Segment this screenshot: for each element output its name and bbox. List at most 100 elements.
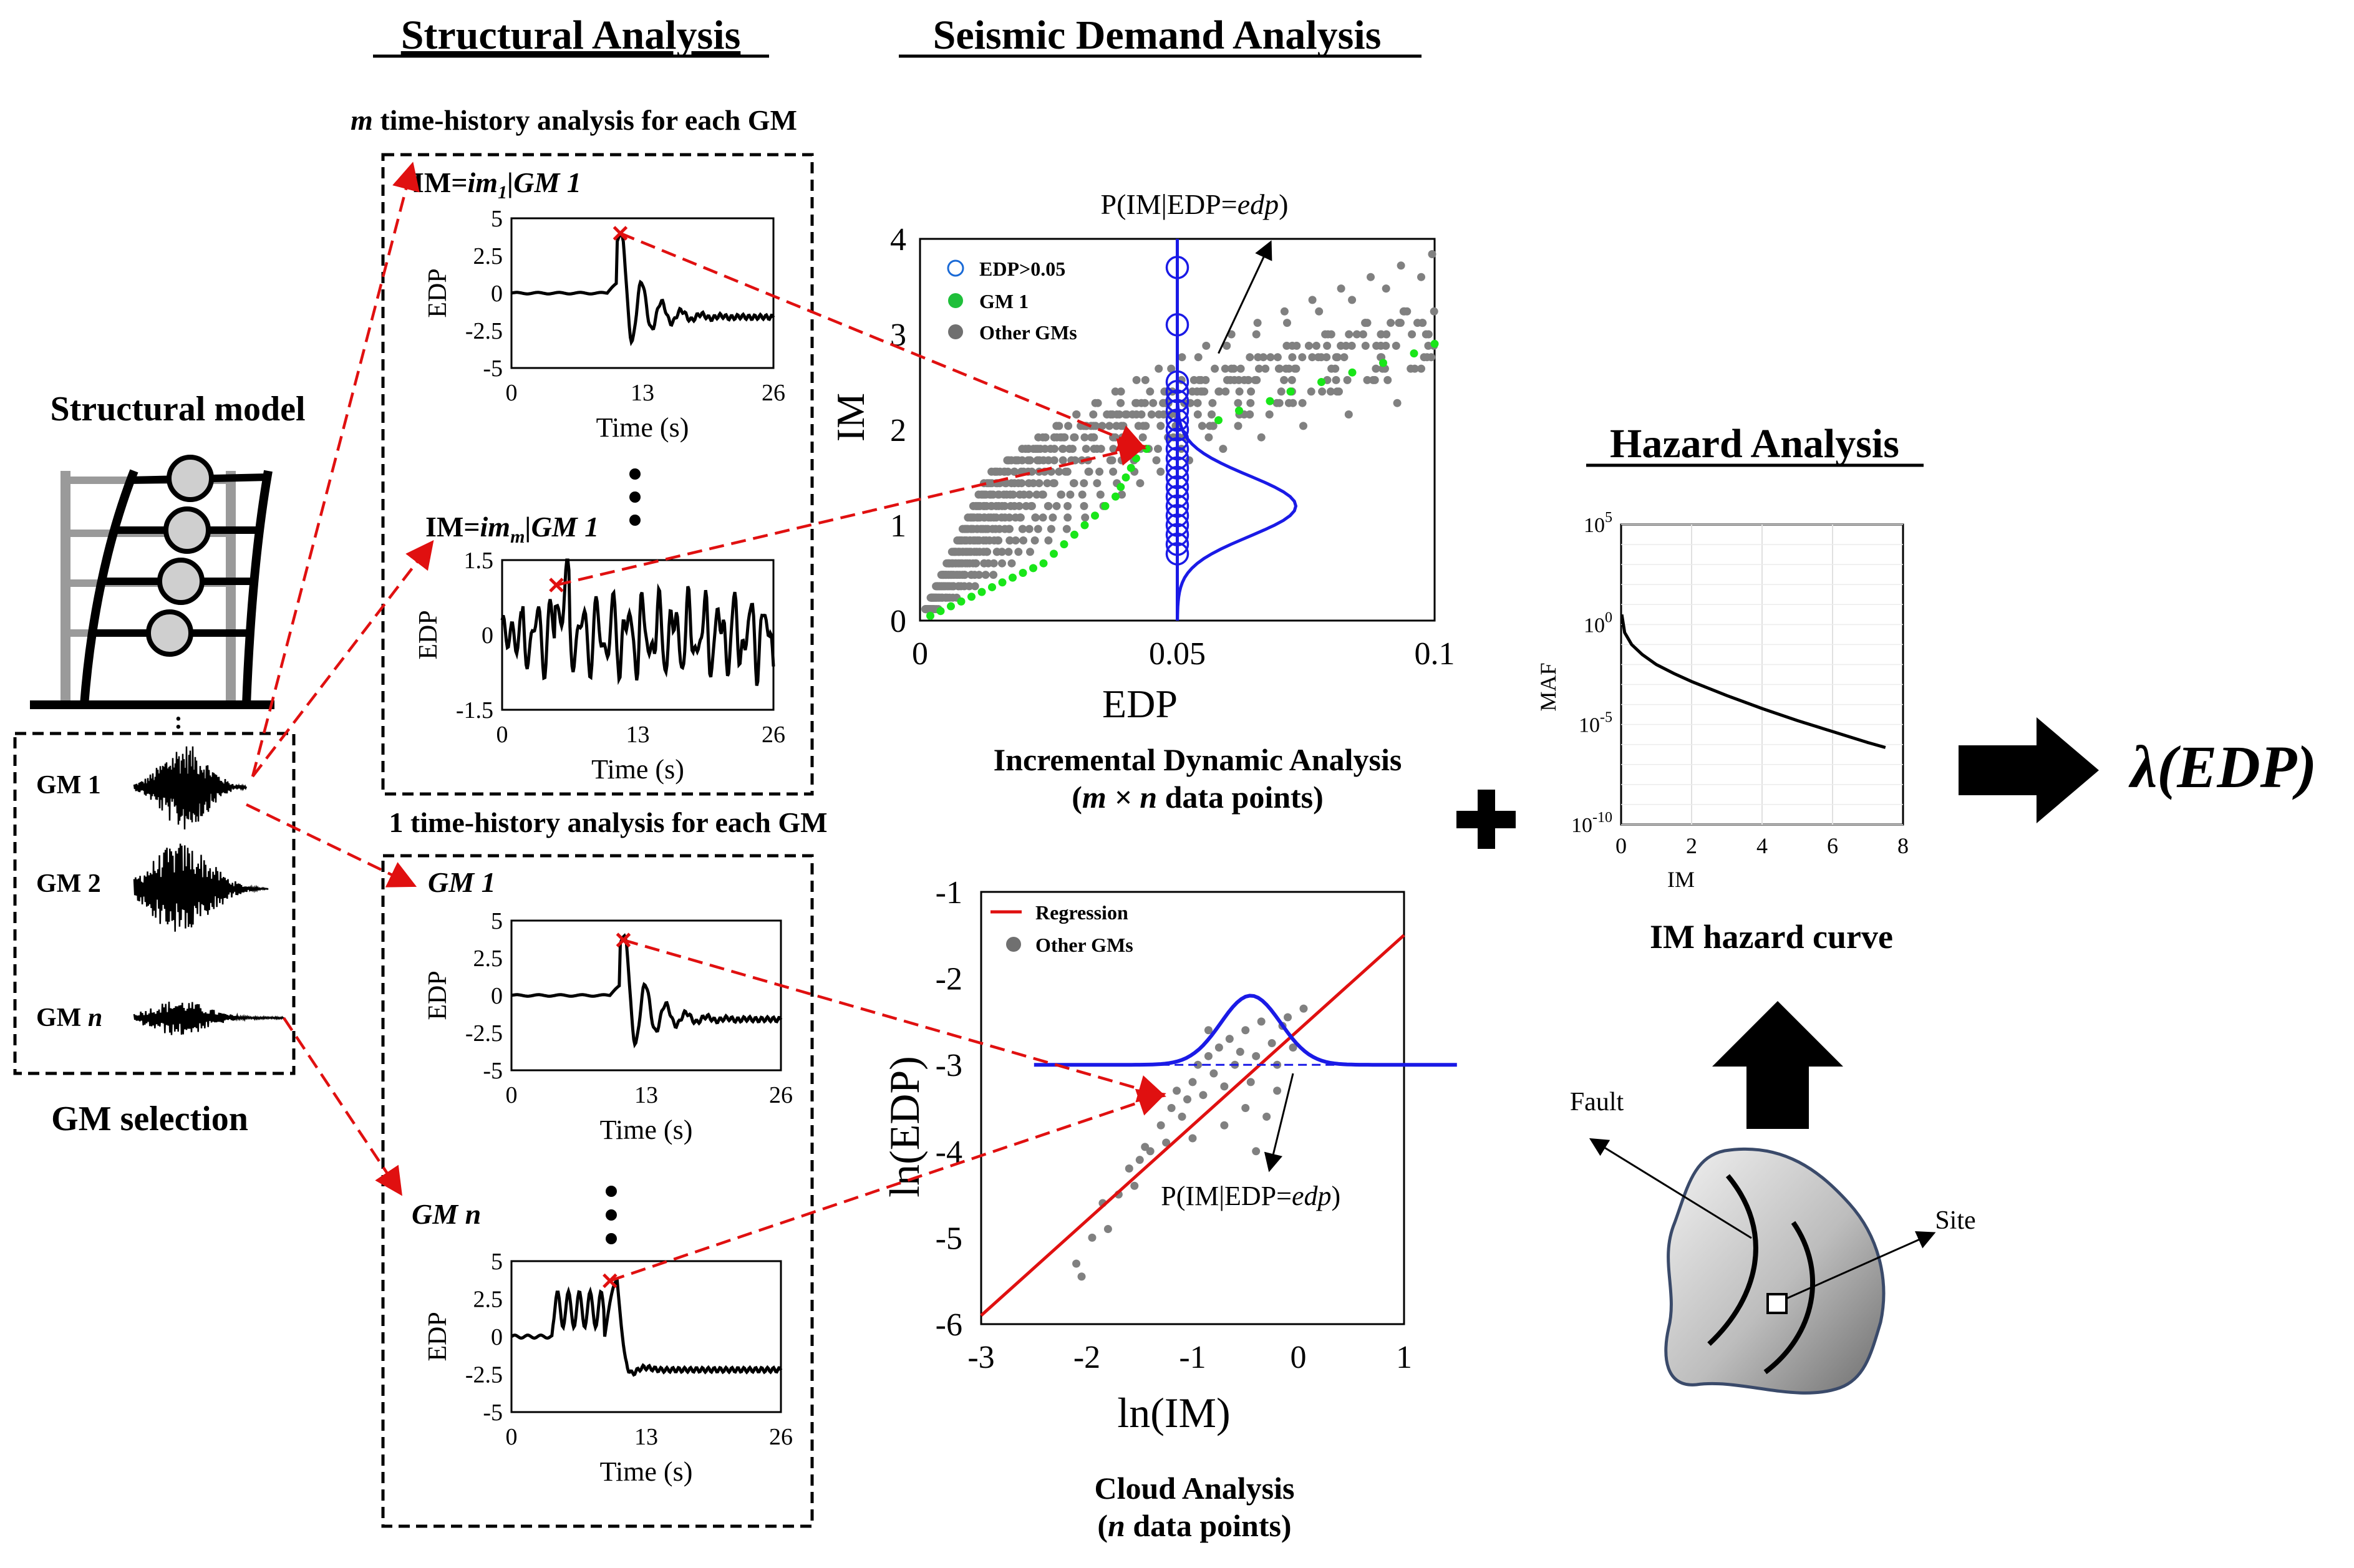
ida-point-other <box>1070 479 1078 488</box>
ida-point-other <box>1200 387 1209 396</box>
ida-point-other <box>1055 467 1063 476</box>
arrow-gm1-to-im1 <box>251 162 420 777</box>
cloud-xtick: -1 <box>1179 1340 1206 1375</box>
th-imm-xtick: 13 <box>626 722 650 748</box>
ida-point-other <box>1275 399 1284 407</box>
frame-dots: : <box>174 706 182 734</box>
cloud-point <box>1183 1095 1192 1104</box>
th-im1-ytick: -5 <box>483 356 503 382</box>
ida-point-other <box>1188 387 1197 396</box>
ida-point-gm1 <box>1121 473 1130 482</box>
ida-point-other <box>1050 433 1058 442</box>
ida-point-other <box>1194 353 1203 362</box>
ida-point-other <box>1004 548 1013 556</box>
th-gm1-series <box>511 933 783 1048</box>
floor-mass-3 <box>157 558 205 605</box>
cloud-point <box>1125 1164 1133 1173</box>
top-vertical-ellipsis <box>629 468 641 526</box>
ida-point-other <box>1049 479 1058 488</box>
ida-legend-marker-exceed <box>947 259 964 277</box>
top-label-1-a: IM= <box>413 167 468 198</box>
ida-point-other <box>1136 479 1145 488</box>
ida-point-gm1 <box>1116 483 1125 491</box>
ida-point-other <box>1323 341 1332 350</box>
ida-point-other <box>1050 456 1058 465</box>
ida-point-other <box>1057 490 1065 499</box>
ida-subtitle-open: ( <box>1072 780 1082 815</box>
ida-point-other <box>926 593 935 602</box>
ida-point-other <box>1014 548 1023 556</box>
ida-point-other <box>1392 341 1400 350</box>
ida-ytick: 1 <box>890 508 906 544</box>
ida-point-other <box>1221 387 1230 396</box>
fault-line-1 <box>1707 1174 1758 1346</box>
ida-point-other <box>1280 375 1289 384</box>
ida-point-other <box>1080 433 1089 442</box>
cloud-xlabel: ln(IM) <box>1117 1389 1230 1436</box>
ida-point-other <box>1082 445 1090 453</box>
cloud-point <box>1209 1069 1218 1078</box>
hazard-xtick: 0 <box>1615 833 1627 858</box>
ida-point-other <box>1039 513 1047 522</box>
hazard-ytick-exp: -5 <box>1600 710 1612 726</box>
ida-point-other <box>1327 364 1336 373</box>
top-caption-var: m <box>351 104 373 136</box>
ida-point-other <box>1019 525 1027 533</box>
ida-point-gm1 <box>1070 530 1078 539</box>
ida-point-other <box>1093 399 1102 407</box>
cloud-point <box>1241 1104 1250 1112</box>
plus-vertical <box>1478 790 1495 849</box>
gmn-waveform <box>133 1001 284 1035</box>
ida-point-other <box>1417 273 1425 281</box>
th-gm1-ytick: -5 <box>483 1058 503 1084</box>
ida-title: Incremental Dynamic Analysis <box>994 742 1402 777</box>
ida-point-edp-exceed <box>1165 465 1189 490</box>
cloud-ylabel: ln(EDP) <box>881 1056 928 1198</box>
result-label: λ(EDP) <box>2128 733 2317 800</box>
ida-point-gm1 <box>1126 463 1135 472</box>
ida-point-other <box>998 559 1006 568</box>
ida-point-other <box>1367 273 1375 281</box>
ida-point-other <box>1254 353 1262 362</box>
ida-point-other <box>1080 479 1088 488</box>
ida-point-gm1 <box>1286 387 1295 396</box>
top-group-box <box>381 153 814 796</box>
th-gm1-xtick: 26 <box>769 1082 793 1108</box>
ida-point-other <box>1219 445 1228 453</box>
cloud-point <box>1273 1086 1282 1095</box>
ida-point-other <box>1277 387 1286 396</box>
ida-point-other <box>1236 364 1245 373</box>
ellipsis-dot-2 <box>629 491 641 503</box>
th-gm1-ytick: -2.5 <box>465 1020 503 1047</box>
ida-point-other <box>980 559 989 568</box>
ida-point-gm1 <box>1410 349 1418 358</box>
floor-mass-1 <box>167 455 214 502</box>
ida-point-other <box>1318 387 1327 396</box>
cloud-point <box>1130 1181 1139 1190</box>
top-label-m-sub: m <box>510 526 525 547</box>
cloud-annotation-suffix: ) <box>1331 1181 1340 1211</box>
ida-point-other <box>1041 433 1050 442</box>
ida-point-other <box>1201 375 1210 384</box>
ida-annotation-suffix: ) <box>1279 188 1288 220</box>
top-label-1-sub: 1 <box>498 182 507 203</box>
ida-point-other <box>1062 525 1071 533</box>
ida-point-other <box>942 559 951 568</box>
ida-point-other <box>1001 479 1010 488</box>
th-gm1-ytick: 5 <box>491 908 503 934</box>
ida-point-other <box>1359 330 1367 339</box>
ida-point-edp-exceed <box>1165 542 1189 566</box>
ida-point-other <box>1098 422 1107 430</box>
cloud-point <box>1267 1039 1276 1048</box>
th-gmn-xlabel: Time (s) <box>600 1456 693 1487</box>
ida-legend-other: Other GMs <box>979 321 1077 344</box>
ida-point-other <box>1315 307 1324 316</box>
ida-point-other <box>1093 445 1102 453</box>
cloud-point <box>1214 1043 1223 1052</box>
ida-point-gm1 <box>1060 540 1068 549</box>
ida-point-other <box>1229 364 1238 373</box>
